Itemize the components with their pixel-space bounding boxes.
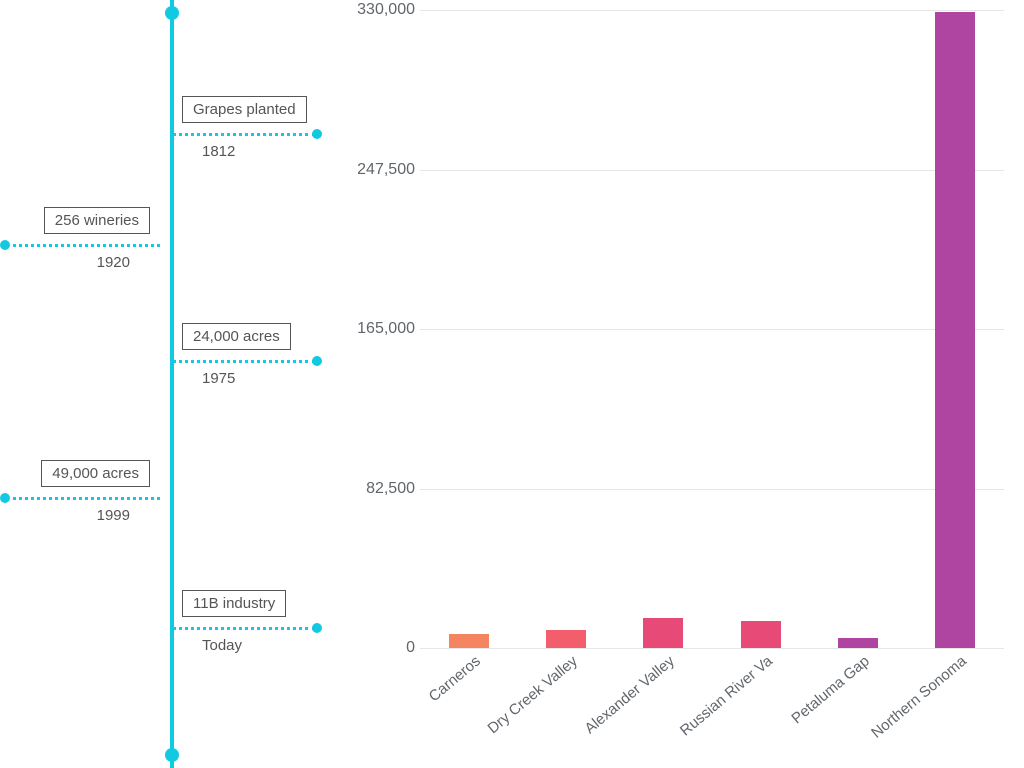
timeline-connector — [172, 354, 322, 368]
timeline-connector — [172, 127, 322, 141]
timeline-connector-dot-icon — [0, 240, 10, 250]
timeline-event-label: 256 wineries — [44, 207, 150, 234]
timeline-event-year: Today — [202, 637, 322, 654]
timeline-connector-dots — [6, 244, 160, 247]
timeline-endcap-bottom — [165, 748, 179, 762]
chart-xtick-label: Russian River Va — [677, 653, 776, 740]
bar-slot: Northern Sonoma — [907, 10, 1004, 648]
chart-xtick-label: Carneros — [425, 653, 483, 706]
timeline-connector-dots — [6, 497, 160, 500]
chart-xtick-label: Northern Sonoma — [868, 653, 970, 742]
timeline-event: 49,000 acres 1999 — [0, 460, 160, 524]
chart-xtick-label: Alexander Valley — [582, 653, 678, 738]
chart-xtick-label: Petaluma Gap — [788, 653, 872, 728]
bar-slot: Russian River Va — [712, 10, 809, 648]
timeline-event: 11B industry Today — [172, 590, 322, 654]
timeline-connector-dot-icon — [312, 356, 322, 366]
timeline-connector — [0, 238, 160, 252]
bar — [449, 634, 489, 648]
timeline-event-label: 24,000 acres — [182, 323, 291, 350]
timeline-connector-dots — [172, 360, 316, 363]
timeline-connector-dot-icon — [312, 623, 322, 633]
bar — [643, 618, 683, 648]
timeline-event-label: 49,000 acres — [41, 460, 150, 487]
chart-bars: Carneros Dry Creek Valley Alexander Vall… — [420, 10, 1004, 648]
timeline-event-label: Grapes planted — [182, 96, 307, 123]
timeline-connector — [172, 621, 322, 635]
chart-ytick-label: 165,000 — [330, 320, 415, 338]
timeline-connector — [0, 491, 160, 505]
timeline-connector-dots — [172, 627, 316, 630]
chart-ytick-label: 330,000 — [330, 1, 415, 19]
bar — [546, 630, 586, 648]
timeline-event-year: 1920 — [0, 254, 130, 271]
bar — [741, 621, 781, 648]
timeline: Grapes planted 1812 256 wineries 1920 24… — [0, 0, 330, 768]
timeline-event-year: 1812 — [202, 143, 322, 160]
chart-xtick-label: Dry Creek Valley — [484, 653, 580, 738]
chart-gridline — [420, 648, 1004, 649]
chart-ytick-label: 0 — [330, 639, 415, 657]
timeline-event: Grapes planted 1812 — [172, 96, 322, 160]
timeline-connector-dot-icon — [312, 129, 322, 139]
chart-plot-area: 0 82,500 165,000 247,500 330,000 Carnero… — [420, 10, 1004, 648]
timeline-event: 256 wineries 1920 — [0, 207, 160, 271]
bar — [935, 12, 975, 648]
timeline-event-year: 1999 — [0, 507, 130, 524]
bar-chart: 0 82,500 165,000 247,500 330,000 Carnero… — [330, 0, 1024, 768]
timeline-connector-dot-icon — [0, 493, 10, 503]
chart-ytick-label: 82,500 — [330, 480, 415, 498]
bar-slot: Alexander Valley — [615, 10, 712, 648]
infographic-container: Grapes planted 1812 256 wineries 1920 24… — [0, 0, 1024, 768]
bar — [838, 638, 878, 648]
bar-slot: Carneros — [420, 10, 517, 648]
bar-slot: Petaluma Gap — [809, 10, 906, 648]
timeline-event: 24,000 acres 1975 — [172, 323, 322, 387]
timeline-endcap-top — [165, 6, 179, 20]
timeline-event-year: 1975 — [202, 370, 322, 387]
bar-slot: Dry Creek Valley — [517, 10, 614, 648]
timeline-event-label: 11B industry — [182, 590, 286, 617]
chart-ytick-label: 247,500 — [330, 161, 415, 179]
timeline-connector-dots — [172, 133, 316, 136]
